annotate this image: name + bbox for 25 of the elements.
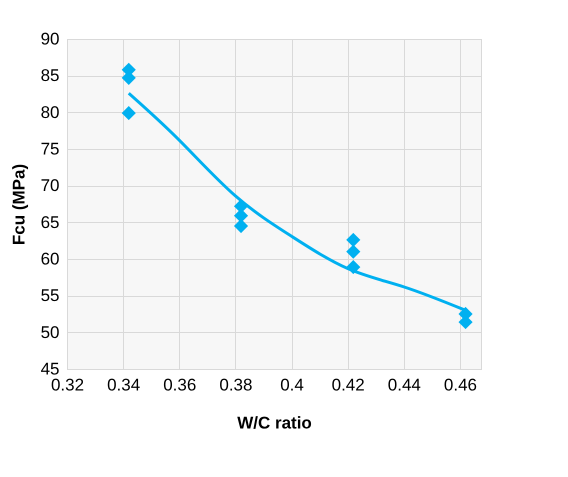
x-axis-title: W/C ratio bbox=[237, 414, 312, 432]
point bbox=[122, 106, 136, 120]
y-tick-label: 50 bbox=[40, 322, 60, 342]
x-tick-label: 0.34 bbox=[107, 376, 140, 394]
x-tick-label: 0.42 bbox=[332, 376, 365, 394]
point bbox=[234, 218, 248, 234]
point bbox=[234, 208, 248, 223]
x-tick-label: 0.32 bbox=[50, 376, 84, 394]
y-tick-label: 60 bbox=[40, 250, 60, 268]
point bbox=[346, 244, 360, 259]
y-tick-label: 80 bbox=[40, 102, 60, 122]
y-tick-label: 70 bbox=[40, 176, 60, 196]
y-tick-label: 75 bbox=[40, 140, 60, 158]
point bbox=[346, 232, 360, 248]
x-tick-label: 0.36 bbox=[163, 376, 196, 394]
x-tick-label: 0.44 bbox=[388, 376, 421, 394]
y-tick-label: 65 bbox=[40, 212, 60, 232]
y-tick-label: 45 bbox=[40, 360, 60, 378]
y-tick-label: 90 bbox=[40, 30, 60, 48]
y-tick-label: 55 bbox=[40, 286, 60, 306]
y-axis-title: Fcu (MPa) bbox=[10, 164, 29, 246]
x-tick-label: 0.46 bbox=[444, 376, 477, 394]
x-tick-label: 0.38 bbox=[219, 376, 252, 394]
y-tick-label: 85 bbox=[40, 66, 60, 86]
x-tick-label: 0.4 bbox=[280, 376, 304, 394]
